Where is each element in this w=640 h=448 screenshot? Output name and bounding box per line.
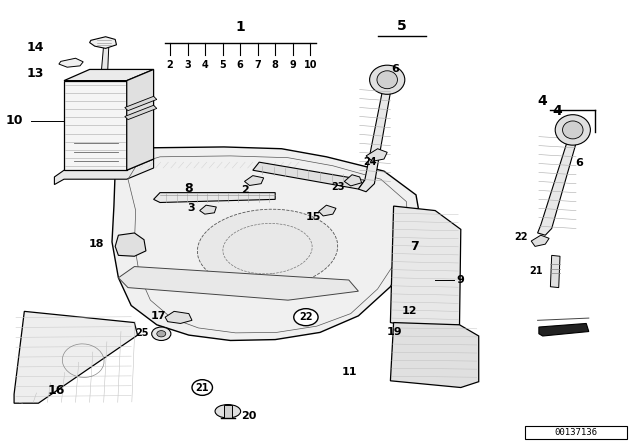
Ellipse shape	[197, 209, 338, 288]
Text: 3: 3	[187, 203, 195, 213]
Ellipse shape	[294, 309, 318, 326]
Polygon shape	[59, 58, 83, 67]
Polygon shape	[125, 105, 157, 120]
Polygon shape	[101, 45, 109, 75]
Ellipse shape	[555, 115, 590, 145]
Ellipse shape	[157, 331, 166, 337]
Text: 4: 4	[552, 104, 562, 118]
Polygon shape	[531, 235, 549, 246]
Text: 22: 22	[299, 312, 313, 322]
Polygon shape	[115, 233, 146, 256]
Text: 16: 16	[47, 384, 65, 397]
Polygon shape	[165, 311, 192, 323]
Polygon shape	[390, 206, 461, 331]
Text: 22: 22	[515, 232, 528, 241]
Text: 21: 21	[195, 383, 209, 392]
Polygon shape	[319, 205, 336, 216]
Text: 8: 8	[272, 60, 278, 69]
Polygon shape	[154, 193, 275, 202]
Text: 4: 4	[202, 60, 208, 69]
Text: 8: 8	[184, 181, 193, 195]
Polygon shape	[200, 205, 216, 214]
Text: 5: 5	[220, 60, 226, 69]
Text: 15: 15	[306, 212, 321, 222]
Text: 25: 25	[135, 328, 149, 338]
Text: 6: 6	[237, 60, 243, 69]
Ellipse shape	[370, 65, 405, 95]
Polygon shape	[224, 405, 232, 418]
Text: 6: 6	[392, 65, 399, 74]
Text: 10: 10	[303, 60, 317, 69]
Polygon shape	[112, 147, 421, 340]
Text: 9: 9	[290, 60, 296, 69]
Text: 2: 2	[241, 185, 249, 195]
Text: 6: 6	[575, 158, 583, 168]
Polygon shape	[253, 162, 365, 189]
Polygon shape	[64, 81, 127, 170]
Text: 1: 1	[235, 20, 245, 34]
Text: 11: 11	[342, 367, 357, 377]
Polygon shape	[366, 149, 387, 161]
Text: 10: 10	[6, 114, 24, 128]
Polygon shape	[550, 255, 560, 288]
Text: 4: 4	[538, 94, 548, 108]
Text: 20: 20	[241, 411, 256, 421]
Text: 5: 5	[397, 19, 406, 33]
Text: 23: 23	[331, 182, 345, 192]
Ellipse shape	[215, 405, 241, 418]
Ellipse shape	[152, 327, 171, 340]
Ellipse shape	[192, 380, 212, 396]
Text: 00137136: 00137136	[554, 428, 598, 437]
Polygon shape	[390, 323, 479, 388]
Text: 21: 21	[529, 266, 543, 276]
Text: 7: 7	[410, 240, 419, 253]
Text: 13: 13	[26, 67, 44, 81]
Polygon shape	[127, 69, 154, 170]
Polygon shape	[358, 83, 392, 192]
Polygon shape	[118, 267, 358, 300]
Polygon shape	[64, 69, 154, 81]
Polygon shape	[244, 176, 264, 185]
Text: 9: 9	[457, 275, 465, 285]
Text: 12: 12	[402, 306, 417, 316]
Text: 7: 7	[255, 60, 261, 69]
Text: 18: 18	[88, 239, 104, 249]
Polygon shape	[14, 311, 138, 403]
Text: 24: 24	[363, 157, 377, 167]
Text: 17: 17	[151, 311, 166, 321]
Polygon shape	[538, 130, 579, 235]
Ellipse shape	[563, 121, 583, 139]
Text: 14: 14	[26, 40, 44, 54]
Text: 3: 3	[184, 60, 191, 69]
Ellipse shape	[377, 71, 397, 89]
Polygon shape	[54, 159, 154, 185]
Polygon shape	[125, 96, 157, 111]
Text: 2: 2	[166, 60, 173, 69]
Bar	[525, 426, 627, 439]
Text: 19: 19	[387, 327, 403, 337]
Polygon shape	[90, 37, 116, 48]
Polygon shape	[539, 323, 589, 336]
Polygon shape	[344, 175, 362, 186]
